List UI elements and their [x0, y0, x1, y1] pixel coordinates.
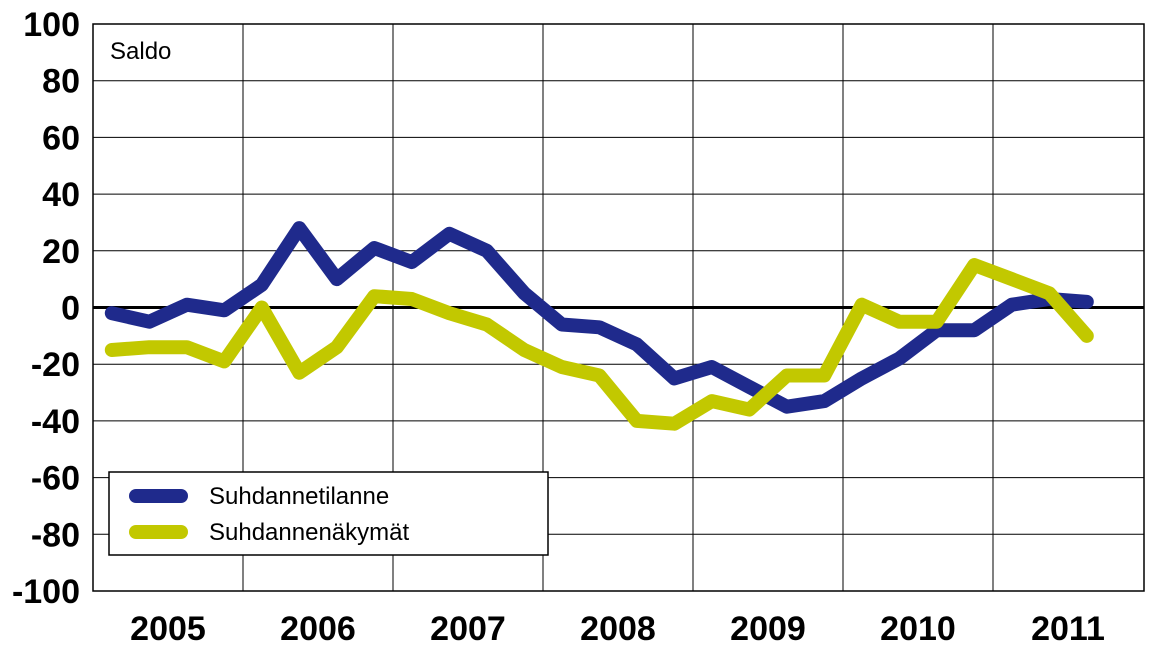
y-axis-label: Saldo [110, 38, 171, 65]
series-lines [104, 221, 1094, 431]
y-tick-label: 80 [42, 63, 80, 101]
y-tick-label: 60 [42, 119, 80, 157]
x-tick-label: 2008 [580, 610, 656, 648]
legend-label-suhdannenakymat: Suhdannenäkymät [209, 519, 409, 546]
x-tick-label: 2005 [130, 610, 206, 648]
y-tick-label: -100 [12, 573, 80, 611]
ylabel-background [104, 31, 188, 69]
y-axis-ticks: 100 80 60 40 20 0 -20 -40 -60 -80 -100 [12, 6, 80, 611]
x-tick-label: 2006 [280, 610, 356, 648]
y-tick-label: 40 [42, 176, 80, 214]
y-tick-label: -80 [31, 516, 80, 554]
y-tick-label: 0 [61, 290, 80, 328]
y-tick-label: -20 [31, 346, 80, 384]
x-tick-label: 2007 [430, 610, 506, 648]
legend: Suhdannetilanne Suhdannenäkymät [108, 471, 549, 556]
y-tick-label: -40 [31, 403, 80, 441]
x-tick-label: 2009 [730, 610, 806, 648]
y-tick-label: 100 [23, 6, 80, 44]
series-line-suhdannenakymat [104, 258, 1094, 431]
series-line-suhdannetilanne [104, 221, 1094, 414]
y-tick-label: 20 [42, 233, 80, 271]
x-axis-ticks: 2005 2006 2007 2008 2009 2010 2011 [130, 610, 1105, 648]
legend-label-suhdannetilanne: Suhdannetilanne [209, 483, 389, 510]
y-tick-label: -60 [31, 460, 80, 498]
x-tick-label: 2010 [880, 610, 956, 648]
legend-box [108, 471, 549, 556]
x-tick-label: 2011 [1031, 610, 1105, 648]
